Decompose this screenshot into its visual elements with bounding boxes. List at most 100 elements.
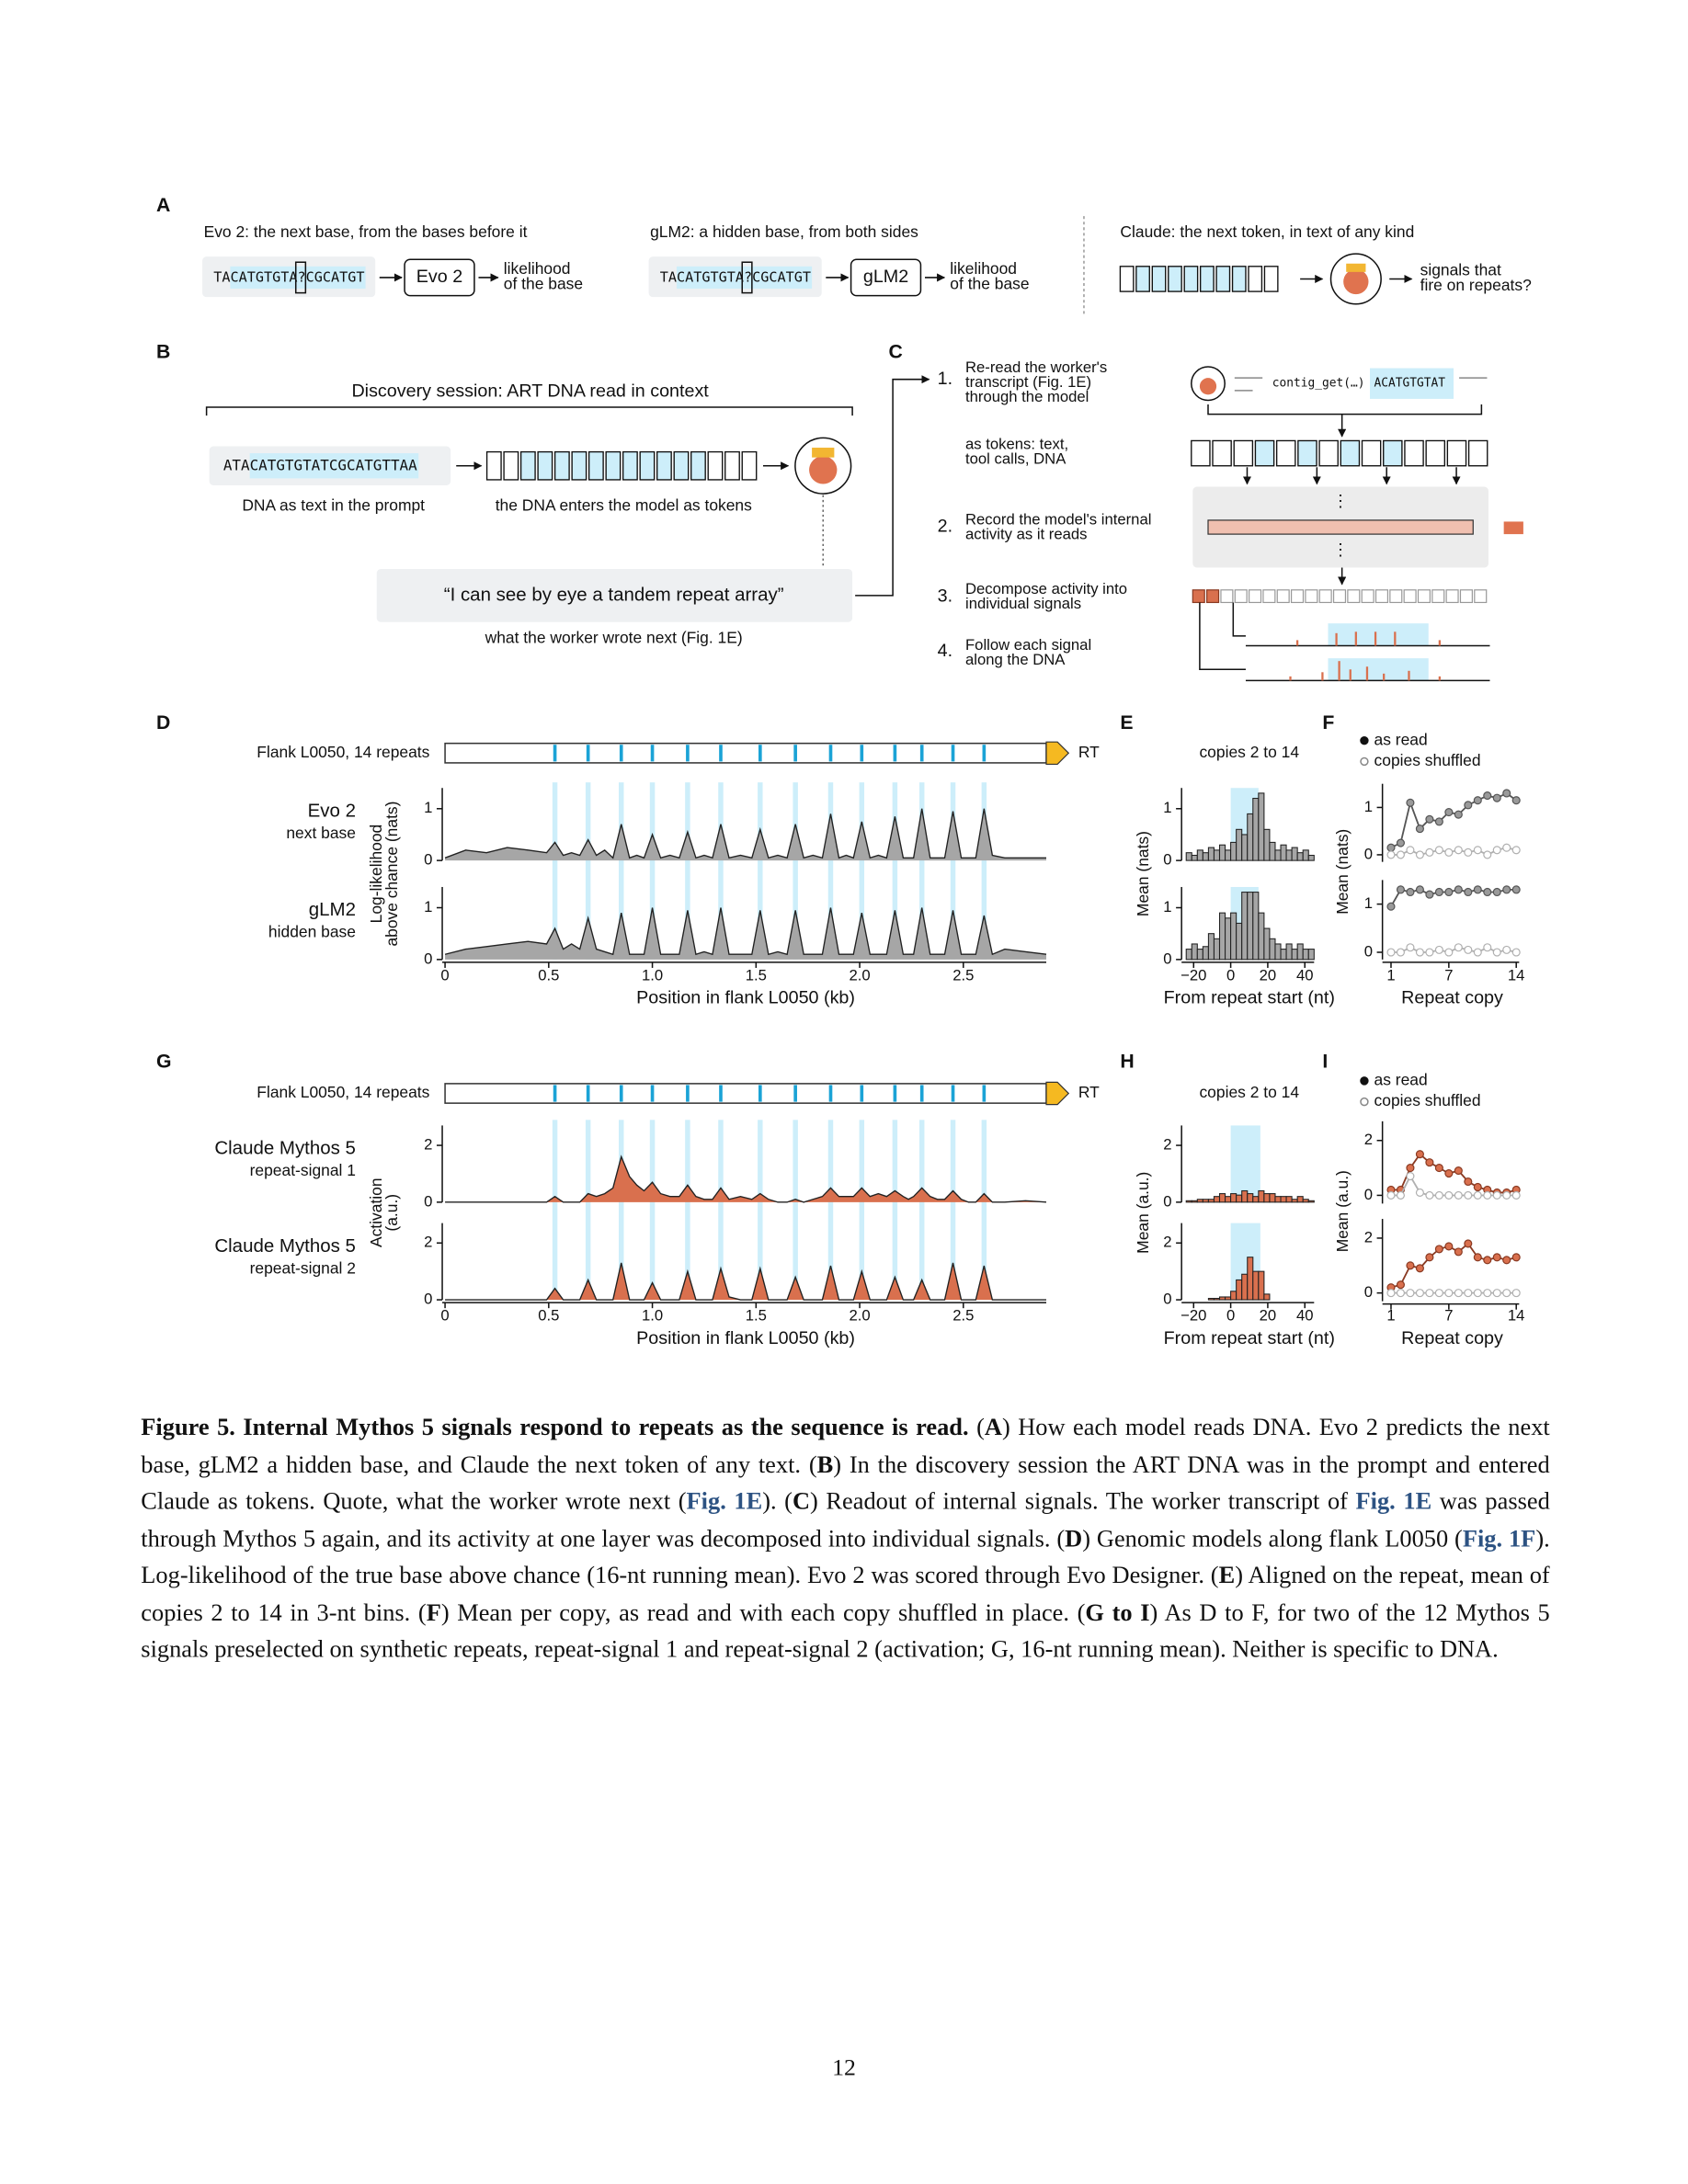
point	[1434, 887, 1443, 897]
repeat-band	[718, 1120, 724, 1301]
token	[1233, 439, 1254, 467]
figure-link[interactable]: Fig. 1E	[686, 1486, 763, 1515]
token	[1383, 439, 1403, 467]
trace	[444, 907, 1047, 956]
x-tick-label: 0.5	[538, 1307, 559, 1325]
point	[1464, 1190, 1473, 1200]
point	[1434, 1190, 1443, 1200]
step-text: through the model	[965, 388, 1089, 405]
area-fill	[445, 808, 1046, 861]
bar	[1236, 922, 1243, 961]
point	[1511, 796, 1521, 805]
x-tick-label: 2.5	[952, 1307, 974, 1325]
chart: G Flank L0050, 14 repeats RT Activation(a.u…	[156, 1051, 1100, 1348]
signal-cell	[1417, 589, 1431, 604]
caption-text: ) In the discovery session the ART DNA w…	[141, 1450, 1550, 1515]
point	[1406, 943, 1415, 952]
ellipsis: ⋮	[1332, 492, 1349, 510]
legend-marker	[1360, 1076, 1369, 1086]
repeat-band	[585, 1120, 591, 1301]
track-end	[1045, 741, 1070, 766]
token	[1183, 266, 1199, 292]
output: likelihood of the base	[950, 258, 1029, 292]
bar	[1263, 1293, 1271, 1301]
subtitle: copies 2 to 14	[1199, 743, 1299, 761]
y-axis-label: Mean (a.u.)	[1134, 1172, 1152, 1254]
signal-cell	[1374, 589, 1389, 604]
point	[1406, 1164, 1415, 1173]
point	[1444, 1289, 1454, 1298]
signal-cell	[1474, 589, 1488, 604]
caption-text: A	[984, 1412, 1002, 1441]
point	[1454, 1166, 1463, 1176]
point	[1464, 1239, 1473, 1248]
y-axis-label: Log-likelihood	[367, 825, 385, 924]
bar	[1274, 943, 1282, 961]
point	[1406, 887, 1415, 897]
token	[639, 450, 656, 481]
point	[1454, 810, 1463, 819]
point	[1434, 846, 1443, 855]
tool-dna: ACATGTGTAT	[1374, 377, 1446, 391]
figure-link[interactable]: Fig. 1E	[1355, 1486, 1432, 1515]
point	[1386, 850, 1396, 859]
token	[1297, 439, 1317, 467]
point	[1396, 1190, 1406, 1200]
bar	[1252, 797, 1260, 861]
output: signals that fire on repeats?	[1420, 260, 1532, 294]
caption-text: Figure 5. Internal Mythos 5 signals resp…	[141, 1412, 969, 1441]
legend-label: copies shuffled	[1374, 751, 1481, 769]
bar	[1225, 849, 1232, 861]
point	[1473, 1289, 1482, 1298]
bar	[1285, 849, 1293, 861]
step-text: Re-read the worker's	[965, 358, 1107, 376]
repeat-tick	[650, 1085, 655, 1102]
chart: Ias read copies shuffled Mean (a.u.) 0 2 0 2 1 7…	[1322, 1051, 1524, 1348]
token	[1446, 439, 1467, 467]
signal-cell	[1318, 589, 1332, 604]
bar	[1247, 813, 1254, 861]
charts: D Flank L0050, 14 repeats RT Log-likelihood…	[156, 711, 1524, 1348]
bar	[1258, 912, 1265, 961]
chart: D Flank L0050, 14 repeats RT Log-likelihood…	[156, 711, 1100, 1007]
token	[724, 450, 740, 481]
icon-hat	[1346, 263, 1366, 272]
bar	[1241, 834, 1249, 861]
panel-label: C	[889, 340, 903, 362]
legend-marker	[1360, 756, 1369, 767]
token	[1199, 266, 1215, 292]
signal-cell	[1361, 589, 1374, 604]
masked-base	[741, 261, 753, 294]
track	[444, 1083, 1047, 1104]
output: likelihood of the base	[504, 258, 583, 292]
token	[1340, 439, 1361, 467]
panel-label: A	[156, 194, 170, 216]
point	[1502, 1256, 1511, 1265]
bar	[1207, 933, 1215, 961]
token	[1254, 439, 1275, 467]
x-tick-label: 1	[1386, 1307, 1395, 1325]
repeat-tick	[919, 1085, 924, 1102]
point	[1502, 843, 1511, 852]
point	[1415, 885, 1424, 894]
y-tick-label: 0	[1364, 1283, 1373, 1301]
repeat-band	[892, 1120, 898, 1301]
bar	[1307, 854, 1315, 861]
bar	[1302, 949, 1309, 961]
step-text: Decompose activity into	[965, 580, 1127, 597]
point	[1492, 846, 1501, 855]
token	[673, 450, 690, 481]
quote-box	[376, 569, 853, 622]
x-axis-label: Repeat copy	[1401, 988, 1503, 1008]
subplot-subname: repeat-signal 2	[250, 1258, 356, 1277]
repeat-tick	[619, 745, 623, 762]
x-tick-label: 20	[1260, 1307, 1277, 1325]
point	[1511, 885, 1521, 894]
title: Discovery session: ART DNA read in conte…	[351, 381, 709, 402]
signal-cell	[1431, 589, 1445, 604]
bar	[1302, 849, 1309, 861]
repeat-band	[793, 1120, 798, 1301]
token-row	[485, 450, 758, 481]
point	[1415, 1264, 1424, 1273]
figure-link[interactable]: Fig. 1F	[1462, 1523, 1536, 1552]
